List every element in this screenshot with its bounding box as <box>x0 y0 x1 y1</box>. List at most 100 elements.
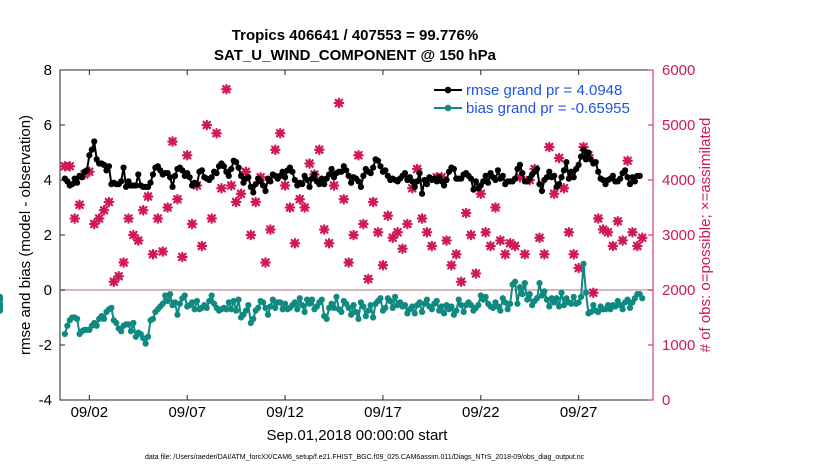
obs-marker <box>206 213 217 224</box>
bias-point <box>166 291 174 298</box>
obs-marker <box>573 262 584 274</box>
rmse-point <box>86 152 93 159</box>
rmse-point <box>551 172 558 179</box>
obs-marker <box>113 270 125 282</box>
rmse-point <box>69 181 76 188</box>
obs-marker <box>196 240 208 252</box>
bias-point <box>245 302 252 309</box>
bias-point <box>516 284 524 291</box>
obs-marker <box>172 193 183 205</box>
bias-point <box>416 299 423 306</box>
obs-marker <box>627 226 638 238</box>
rmse-point <box>213 170 220 177</box>
bias-point <box>428 306 435 313</box>
legend-bias-label: bias grand pr = -0.65955 <box>466 100 630 117</box>
bias-point <box>568 300 575 307</box>
rmse-point <box>480 178 487 185</box>
rmse-point <box>636 172 643 179</box>
rmse-point <box>83 167 91 174</box>
bias-point <box>308 296 316 303</box>
bias-point <box>189 299 196 306</box>
rmse-point <box>135 171 142 178</box>
chart-subtitle: SAT_U_WIND_COMPONENT @ 150 hPa <box>214 47 497 64</box>
x-tick-label: 09/02 <box>71 404 109 421</box>
y-tick-label: 0 <box>44 282 52 299</box>
obs-marker <box>470 268 482 279</box>
bias-point <box>502 299 509 306</box>
obs-marker <box>211 127 222 139</box>
rmse-point <box>281 174 289 181</box>
rmse-point <box>262 187 269 195</box>
bias-point <box>536 280 543 287</box>
obs-marker <box>167 136 178 147</box>
rmse-point <box>533 165 541 173</box>
bias-point <box>458 302 465 309</box>
obs-marker <box>539 248 550 260</box>
bias-point <box>541 288 548 295</box>
rmse-point <box>250 189 257 196</box>
y-tick-label: 4 <box>44 172 52 189</box>
rmse-point <box>78 174 86 181</box>
bias-point <box>264 311 272 318</box>
rmse-point <box>382 167 389 174</box>
obs-marker <box>592 213 604 224</box>
legend-box <box>429 75 650 122</box>
rmse-point <box>367 170 374 177</box>
obs-marker <box>123 213 134 224</box>
obs-marker <box>499 248 511 260</box>
bias-point <box>125 321 132 328</box>
obs-marker <box>93 213 105 224</box>
bias-point <box>504 306 511 313</box>
rmse-point <box>235 164 242 171</box>
bias-point <box>0 304 4 311</box>
rmse-point <box>120 164 127 171</box>
obs-marker <box>485 240 496 252</box>
obs-marker <box>402 218 413 230</box>
obs-marker <box>362 273 374 285</box>
obs-marker <box>392 226 403 238</box>
bias-point <box>345 304 352 311</box>
obs-marker <box>607 240 619 252</box>
obs-marker <box>240 166 252 178</box>
rmse-point <box>492 176 499 184</box>
rmse-point <box>291 176 298 184</box>
bias-point <box>519 291 526 298</box>
rmse-point <box>560 167 568 174</box>
y2-tick-label: 4000 <box>662 172 695 189</box>
bias-point <box>389 304 396 311</box>
rmse-point <box>338 168 345 175</box>
rmse-point <box>423 181 431 188</box>
obs-marker <box>622 155 633 167</box>
bias-point <box>595 308 602 316</box>
bias-point <box>411 310 418 317</box>
bias-point <box>277 299 284 306</box>
bias-point <box>255 304 262 311</box>
obs-marker <box>387 232 399 244</box>
bias-point <box>299 302 306 309</box>
rmse-point <box>118 178 125 185</box>
rmse-point <box>326 171 333 178</box>
rmse-point <box>370 164 377 171</box>
obs-marker <box>98 204 110 216</box>
obs-marker <box>519 248 531 260</box>
obs-marker <box>421 226 433 238</box>
bias-point <box>108 304 115 311</box>
y-axis-left: -4 -2 0 2 4 6 8 <box>39 62 65 409</box>
obs-marker <box>534 232 545 244</box>
bias-point <box>382 304 389 311</box>
bias-point <box>387 297 394 305</box>
rmse-point <box>631 178 638 185</box>
rmse-point <box>516 161 524 168</box>
x-tick-label: 09/27 <box>560 404 598 421</box>
bias-point <box>580 260 587 267</box>
obs-marker <box>108 276 120 288</box>
rmse-point <box>321 181 328 188</box>
obs-marker <box>338 193 350 205</box>
bias-point <box>225 299 232 306</box>
obs-marker <box>323 237 335 249</box>
bias-point <box>475 302 482 309</box>
bias-point <box>448 303 455 310</box>
x-tick-label: 09/07 <box>168 404 206 421</box>
bias-point <box>291 299 298 306</box>
